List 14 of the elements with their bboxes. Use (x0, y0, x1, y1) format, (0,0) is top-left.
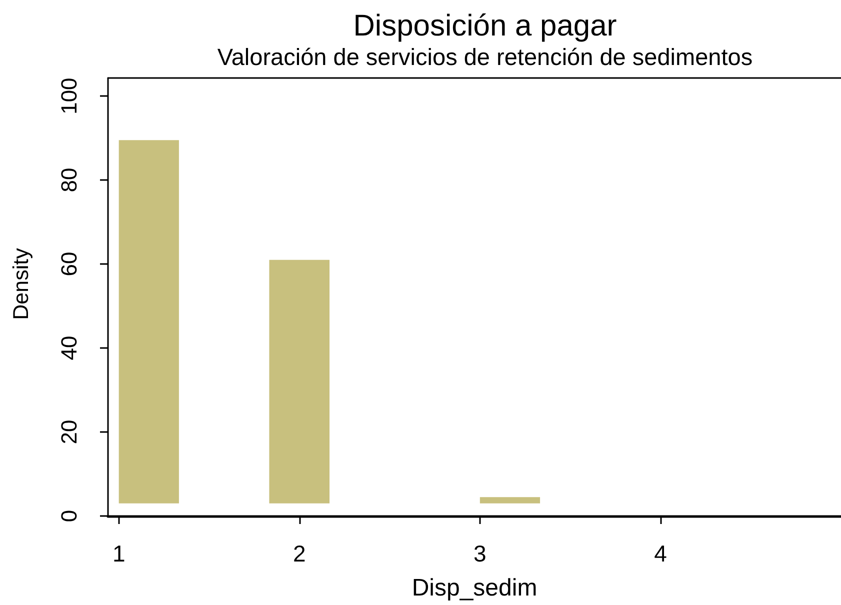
x-tick-label: 2 (292, 540, 306, 566)
y-tick-label: 60 (56, 252, 82, 276)
x-tick-label: 4 (654, 540, 668, 566)
chart-title: Disposición a pagar (353, 10, 617, 42)
y-tick-label: 20 (56, 420, 82, 444)
x-tick-label: 3 (474, 540, 486, 566)
chart-subtitle: Valoración de servicios de retención de sedimentos (217, 44, 753, 70)
x-axis-title: Disp_sedim (412, 574, 538, 602)
y-tick-label: 100 (56, 78, 82, 114)
y-axis-title: Density (9, 248, 33, 320)
y-tick-label: 80 (56, 168, 82, 192)
y-tick-label: 0 (56, 510, 82, 522)
y-tick-label: 40 (56, 336, 82, 360)
x-tick-label: 1 (112, 540, 126, 566)
